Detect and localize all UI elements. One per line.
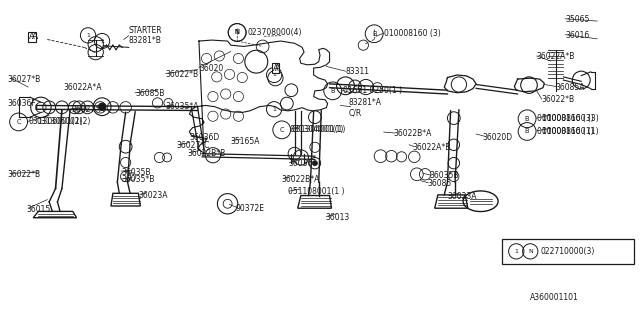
Text: A: A [29,32,35,41]
Text: C: C [16,119,21,125]
Text: A: A [273,63,278,73]
Text: 1: 1 [100,38,104,44]
Text: B: B [525,128,529,134]
Text: 36013: 36013 [325,213,349,222]
Text: 36023A: 36023A [447,192,477,201]
Text: 36085A: 36085A [556,83,585,92]
Text: 90372E: 90372E [236,204,265,213]
Text: 1: 1 [515,249,518,254]
Text: 010008160 (3): 010008160 (3) [541,114,598,123]
Text: 36036F: 36036F [8,99,36,108]
Text: 36022A*A: 36022A*A [64,83,102,92]
Text: 36022B*B: 36022B*B [188,148,226,157]
Text: 36035*A: 36035*A [166,102,199,111]
Ellipse shape [99,103,106,110]
Text: 023708000(4): 023708000(4) [247,28,302,37]
Text: 36022B*A: 36022B*A [394,130,431,139]
Text: 010008160 (3): 010008160 (3) [385,29,441,38]
Text: 1: 1 [272,73,276,77]
Text: N: N [528,249,532,254]
Text: 1: 1 [272,107,276,112]
Text: 36022*B: 36022*B [166,70,199,79]
Text: B: B [525,116,529,122]
Text: 36022*B: 36022*B [8,170,41,179]
Text: A: A [32,32,38,41]
Text: 36023A: 36023A [138,191,168,200]
Text: 031304001(1): 031304001(1) [291,125,346,134]
Text: 36085: 36085 [427,179,451,188]
Text: 36036: 36036 [288,159,312,168]
Text: 35065: 35065 [565,15,589,24]
Text: 010008160 (3): 010008160 (3) [537,114,593,123]
Text: STARTER
83281*B: STARTER 83281*B [129,26,163,45]
Text: 031306001(2): 031306001(2) [28,117,83,126]
Text: 010008160 (1): 010008160 (1) [537,127,593,136]
Text: 36022A*B: 36022A*B [537,52,575,61]
Text: 36035B: 36035B [121,168,150,177]
Text: 36085B: 36085B [135,89,164,98]
FancyBboxPatch shape [502,239,634,264]
Text: 36020: 36020 [199,63,223,73]
Ellipse shape [312,161,317,166]
Text: N: N [235,29,239,36]
Text: 36022*B: 36022*B [541,95,575,104]
Text: 031306001(2): 031306001(2) [36,117,91,126]
Text: 051108001(1 ): 051108001(1 ) [288,187,344,196]
Text: A: A [275,63,281,73]
Text: 1: 1 [86,33,90,38]
Text: 36035*B: 36035*B [121,175,155,184]
Text: 01651 0250(1 ): 01651 0250(1 ) [343,86,402,95]
Text: C: C [280,127,284,133]
Text: B: B [372,31,376,37]
Text: 010008160 (1): 010008160 (1) [541,127,598,136]
Text: 022710000(3): 022710000(3) [540,247,595,256]
Text: 36036D: 36036D [189,133,220,142]
Text: 36027*A: 36027*A [72,105,105,114]
Text: 031304001(1): 031304001(1) [289,125,344,134]
Text: 36020D: 36020D [483,133,513,142]
Text: 36035B: 36035B [429,172,459,180]
Text: 35165A: 35165A [231,137,260,146]
Text: 36022A*B: 36022A*B [412,143,451,152]
Text: 83311: 83311 [346,67,369,76]
Text: A360001101: A360001101 [531,292,579,301]
Text: 36022B*A: 36022B*A [282,174,320,184]
Text: 83281*A
C/R: 83281*A C/R [349,98,381,117]
Text: B: B [330,88,335,94]
Text: 36015: 36015 [27,205,51,214]
Text: 36027*C: 36027*C [177,141,210,150]
Text: 36016: 36016 [565,31,589,40]
Text: N: N [235,29,239,36]
Text: 36027*B: 36027*B [8,75,41,84]
